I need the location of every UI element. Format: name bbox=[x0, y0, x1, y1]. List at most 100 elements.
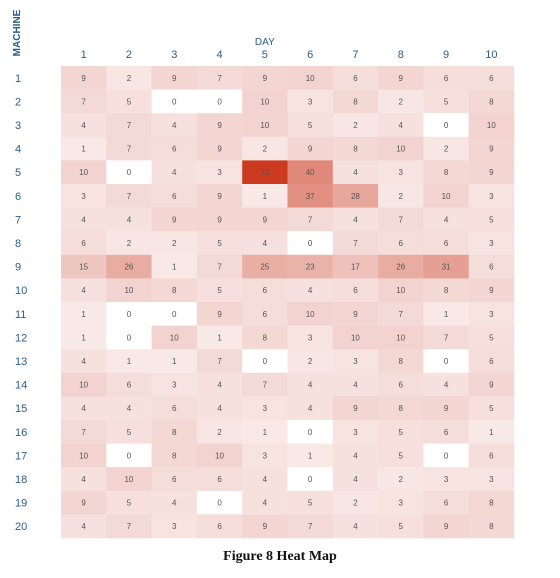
heatmap-cell bbox=[468, 160, 515, 185]
cell-value-label: 9 bbox=[263, 215, 268, 224]
heatmap-cell bbox=[468, 420, 515, 444]
heatmap-cell bbox=[61, 372, 107, 397]
cell-value-label: 8 bbox=[399, 357, 404, 366]
cell-value-label: 4 bbox=[263, 239, 268, 248]
heatmap-cell bbox=[378, 254, 424, 279]
cell-value-label: 2 bbox=[399, 192, 404, 201]
heatmap-cell bbox=[287, 207, 334, 232]
cell-value-label: 5 bbox=[308, 121, 313, 130]
cell-value-label: 7 bbox=[127, 145, 132, 154]
cell-value-label: 4 bbox=[353, 215, 358, 224]
cell-value-label: 1 bbox=[217, 333, 222, 342]
cell-value-label: 9 bbox=[444, 404, 449, 413]
cell-value-label: 0 bbox=[217, 499, 222, 508]
cell-value-label: 7 bbox=[127, 121, 132, 130]
heatmap-cell bbox=[332, 136, 379, 161]
y-tick-label: 6 bbox=[15, 191, 21, 203]
heatmap-cell bbox=[423, 372, 469, 397]
cell-value-label: 3 bbox=[444, 475, 449, 484]
cell-value-label: 9 bbox=[81, 499, 86, 508]
heatmap-cell bbox=[61, 278, 107, 303]
heatmap-cell bbox=[423, 443, 469, 468]
cell-value-label: 5 bbox=[127, 97, 132, 106]
cell-value-label: 9 bbox=[217, 121, 222, 130]
heatmap-cell bbox=[61, 207, 107, 232]
cell-value-label: 6 bbox=[217, 522, 222, 531]
heatmap-cell bbox=[332, 514, 379, 539]
cell-value-label: 5 bbox=[399, 428, 404, 437]
cell-value-label: 72 bbox=[260, 168, 269, 177]
cell-value-label: 3 bbox=[217, 168, 222, 177]
cell-value-label: 1 bbox=[489, 428, 494, 437]
y-tick-label: 19 bbox=[15, 498, 27, 510]
heatmap-cell bbox=[61, 514, 107, 539]
heatmap-cell bbox=[468, 490, 515, 515]
cell-value-label: 1 bbox=[172, 263, 177, 272]
heatmap-cell bbox=[287, 325, 334, 350]
cell-value-label: 0 bbox=[127, 333, 132, 342]
heatmap-cell bbox=[242, 443, 288, 468]
heatmap-cell bbox=[151, 325, 198, 350]
heatmap-cell bbox=[468, 372, 515, 397]
heatmap-cell bbox=[242, 302, 288, 326]
cell-value-label: 10 bbox=[79, 451, 88, 460]
heatmap-cell bbox=[196, 160, 243, 185]
cell-value-label: 2 bbox=[308, 357, 313, 366]
cell-value-label: 0 bbox=[444, 451, 449, 460]
cell-value-label: 6 bbox=[172, 404, 177, 413]
heatmap-cell bbox=[423, 514, 469, 539]
cell-value-label: 9 bbox=[172, 74, 177, 83]
heatmap-cell bbox=[423, 113, 469, 138]
cell-value-label: 4 bbox=[353, 168, 358, 177]
cell-value-label: 1 bbox=[263, 192, 268, 201]
heatmap-cell bbox=[106, 184, 152, 208]
heatmap-cell bbox=[332, 254, 379, 279]
heatmap-cell bbox=[196, 396, 243, 421]
cell-value-label: 4 bbox=[81, 475, 86, 484]
cell-value-label: 7 bbox=[217, 263, 222, 272]
heatmap-cell bbox=[423, 160, 469, 185]
cell-value-label: 4 bbox=[308, 404, 313, 413]
cell-value-label: 2 bbox=[444, 145, 449, 154]
heatmap-cell bbox=[332, 302, 379, 326]
heatmap-cell bbox=[242, 160, 288, 185]
cell-value-label: 10 bbox=[396, 286, 405, 295]
heatmap-cell bbox=[61, 160, 107, 185]
cell-value-label: 10 bbox=[396, 145, 405, 154]
heatmap-cell bbox=[468, 231, 515, 256]
heatmap-cell bbox=[242, 278, 288, 303]
heatmap-cell bbox=[61, 231, 107, 256]
cell-value-label: 9 bbox=[399, 74, 404, 83]
y-tick-label: 14 bbox=[15, 380, 27, 392]
cell-value-label: 4 bbox=[172, 121, 177, 130]
heatmap-cell bbox=[287, 231, 334, 256]
cell-value-label: 4 bbox=[81, 286, 86, 295]
heatmap-cell bbox=[468, 396, 515, 421]
heatmap-cell bbox=[378, 207, 424, 232]
heatmap-cell bbox=[196, 207, 243, 232]
heatmap-cell bbox=[468, 278, 515, 303]
cell-value-label: 9 bbox=[81, 74, 86, 83]
heatmap-cell bbox=[242, 184, 288, 208]
heatmap-cell bbox=[423, 302, 469, 326]
heatmap-cell bbox=[196, 443, 243, 468]
cell-value-label: 1 bbox=[444, 310, 449, 319]
y-tick-label: 15 bbox=[15, 403, 27, 415]
heatmap-cell bbox=[332, 207, 379, 232]
cell-value-label: 10 bbox=[124, 286, 133, 295]
cell-value-label: 3 bbox=[353, 357, 358, 366]
y-tick-label: 18 bbox=[15, 474, 27, 486]
heatmap-cell bbox=[151, 113, 198, 138]
heatmap-cell bbox=[468, 302, 515, 326]
cell-value-label: 9 bbox=[489, 168, 494, 177]
cell-value-label: 4 bbox=[127, 404, 132, 413]
heatmap-cell bbox=[106, 372, 152, 397]
cell-value-label: 10 bbox=[260, 97, 269, 106]
heatmap-cell bbox=[287, 490, 334, 515]
cell-value-label: 37 bbox=[306, 192, 315, 201]
heatmap-cell bbox=[151, 160, 198, 185]
cell-value-label: 3 bbox=[263, 451, 268, 460]
heatmap-cell bbox=[378, 372, 424, 397]
heatmap-cell bbox=[468, 136, 515, 161]
cell-value-label: 0 bbox=[308, 475, 313, 484]
